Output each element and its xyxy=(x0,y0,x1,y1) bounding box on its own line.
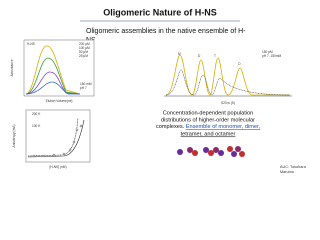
annotation: 100 K xyxy=(32,124,41,128)
caption-line: Concentration-dependent population xyxy=(163,110,254,116)
caption-line: complexes. Ensemble of monomer, dimer, xyxy=(156,124,261,130)
note: 150 μM xyxy=(262,50,273,54)
caption: Concentration-dependent population distr… xyxy=(156,110,261,137)
auc-plot: S20,w (S) M D T O 150 μM pH 7, 150mM xyxy=(164,50,292,105)
x-label: [H-NS] (nM) xyxy=(50,165,67,169)
peak-label: T xyxy=(214,54,216,58)
credit: Marumo xyxy=(280,170,294,174)
y-label: Anisotropy (mA) xyxy=(12,125,16,148)
note: 150 mM xyxy=(80,82,92,86)
legend: 100 μM xyxy=(79,46,90,50)
plot-frame xyxy=(25,109,91,163)
fa-plot: Anisotropy (mA) [H-NS] (nM) 200 K 100 K xyxy=(12,109,91,169)
note: pH 7, 150mM xyxy=(262,54,281,58)
curve xyxy=(25,57,81,95)
curve xyxy=(25,81,80,95)
peak-label: M xyxy=(178,52,181,56)
legend: 50 μM xyxy=(79,50,88,54)
caption-link: tetramer, and octamer xyxy=(181,131,236,137)
molecule-illustration xyxy=(177,146,245,157)
subtitle: Oligomeric assemblies in the native ense… xyxy=(86,28,246,35)
curve xyxy=(25,45,81,95)
x-label: S20,w (S) xyxy=(221,101,235,105)
x-label: Elution Volume(ml) xyxy=(46,99,73,103)
credit: AUC: Tokuhara xyxy=(280,165,307,169)
peak-label: D xyxy=(198,54,201,58)
peak-label: O xyxy=(238,62,241,66)
annotation: 200 K xyxy=(32,112,41,116)
caption-line: distributions of higher-order molecular xyxy=(161,117,255,123)
curve xyxy=(25,71,81,95)
caption-text: complexes. xyxy=(156,124,186,130)
caption-link: Ensemble of monomer, dimer, xyxy=(186,124,261,130)
points xyxy=(32,124,83,158)
legend: 25 μM xyxy=(79,54,88,58)
fit xyxy=(27,117,79,157)
curve xyxy=(165,54,290,96)
legend: 200 μM xyxy=(79,42,90,46)
tag: H-NS xyxy=(27,42,35,46)
title: Oligomeric Nature of H-NS xyxy=(103,7,217,17)
slide: Oligomeric Nature of H-NS Oligomeric ass… xyxy=(9,7,307,174)
note: pH 7 xyxy=(80,86,87,90)
sec-plot: Absorbance Elution Volume(ml) H-NS 200 μ… xyxy=(10,39,95,103)
y-label: Absorbance xyxy=(10,59,14,76)
curve xyxy=(165,69,291,96)
fit xyxy=(27,119,85,158)
